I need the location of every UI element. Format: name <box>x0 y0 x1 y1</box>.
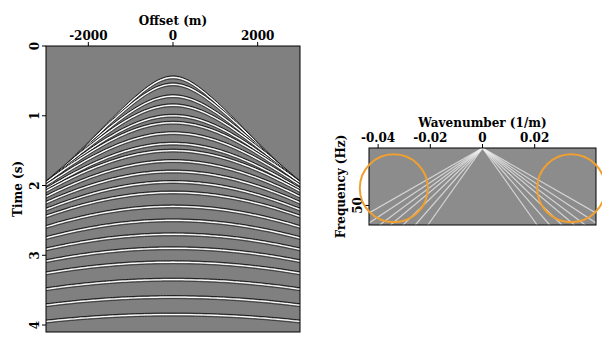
y-tick-label: 1 <box>28 112 42 120</box>
x-tick-label: -0.02 <box>413 131 447 145</box>
y-tick <box>42 46 46 47</box>
event-trough <box>46 132 300 184</box>
dip-line <box>483 148 562 225</box>
event-trough <box>46 316 300 323</box>
dip-line <box>483 148 586 225</box>
dip-line <box>390 148 482 225</box>
panel-spectrum: -0.04 -0.02 0 0.02Wavenumber (1/m) 50Frequen… <box>334 116 602 238</box>
x-tick-label: -2000 <box>69 29 107 43</box>
image-background <box>46 46 300 332</box>
x-axis-title: Offset (m) <box>139 14 207 28</box>
y-tick <box>42 115 46 116</box>
y-tick-label: 0 <box>28 42 42 50</box>
event-trough <box>46 191 300 215</box>
frame <box>46 46 300 332</box>
dip-line <box>483 148 597 225</box>
dip-line <box>483 148 550 225</box>
panel-seismic: -200002000Offset (m)01234Time (s) <box>11 14 300 332</box>
event-peak <box>46 248 300 261</box>
event-peak <box>46 182 300 210</box>
event-trough <box>46 233 300 248</box>
y-tick-label: 50 <box>351 197 365 214</box>
dip-line <box>483 148 538 225</box>
event-peak <box>46 206 300 227</box>
event-trough <box>46 160 300 196</box>
dip-line <box>403 148 482 225</box>
marks <box>46 76 300 323</box>
x-tick-label: 0 <box>169 29 177 43</box>
y-tick-label: 2 <box>28 181 42 189</box>
dip-line <box>483 148 575 225</box>
dip-line <box>428 148 483 225</box>
frame <box>369 148 596 225</box>
event-trough <box>46 173 300 204</box>
y-axis-title: Time (s) <box>11 161 25 217</box>
y-tick-label: 3 <box>28 251 42 259</box>
image-background <box>369 148 596 225</box>
x-axis-title: Wavenumber (1/m) <box>417 116 546 130</box>
event-trough <box>46 208 300 229</box>
marks <box>369 148 596 225</box>
x-tick-label: 0 <box>478 131 486 145</box>
x-tick-label: 2000 <box>241 29 274 43</box>
dip-line <box>380 148 483 225</box>
event-peak <box>46 315 300 322</box>
event-trough <box>46 264 300 275</box>
highlight-circle <box>360 154 428 222</box>
x-tick-label: 0.02 <box>520 131 549 145</box>
event-trough <box>46 281 300 291</box>
y-tick <box>42 325 46 326</box>
dip-line <box>369 148 483 225</box>
event-peak <box>46 172 300 203</box>
dip-line <box>369 148 483 225</box>
event-trough <box>46 124 300 184</box>
y-tick-label: 4 <box>28 321 42 329</box>
y-axis-title: Frequency (Hz) <box>334 135 348 239</box>
dip-line <box>483 148 597 225</box>
dip-line <box>415 148 482 225</box>
event-trough <box>46 299 300 307</box>
highlight-circle <box>537 154 602 222</box>
figure: -200002000Offset (m)01234Time (s)-0.04-0… <box>0 0 602 337</box>
event-trough <box>46 222 300 240</box>
event-peak <box>46 151 300 192</box>
x-tick-label: -0.04 <box>361 131 395 145</box>
y-tick <box>42 185 46 186</box>
y-tick <box>42 255 46 256</box>
